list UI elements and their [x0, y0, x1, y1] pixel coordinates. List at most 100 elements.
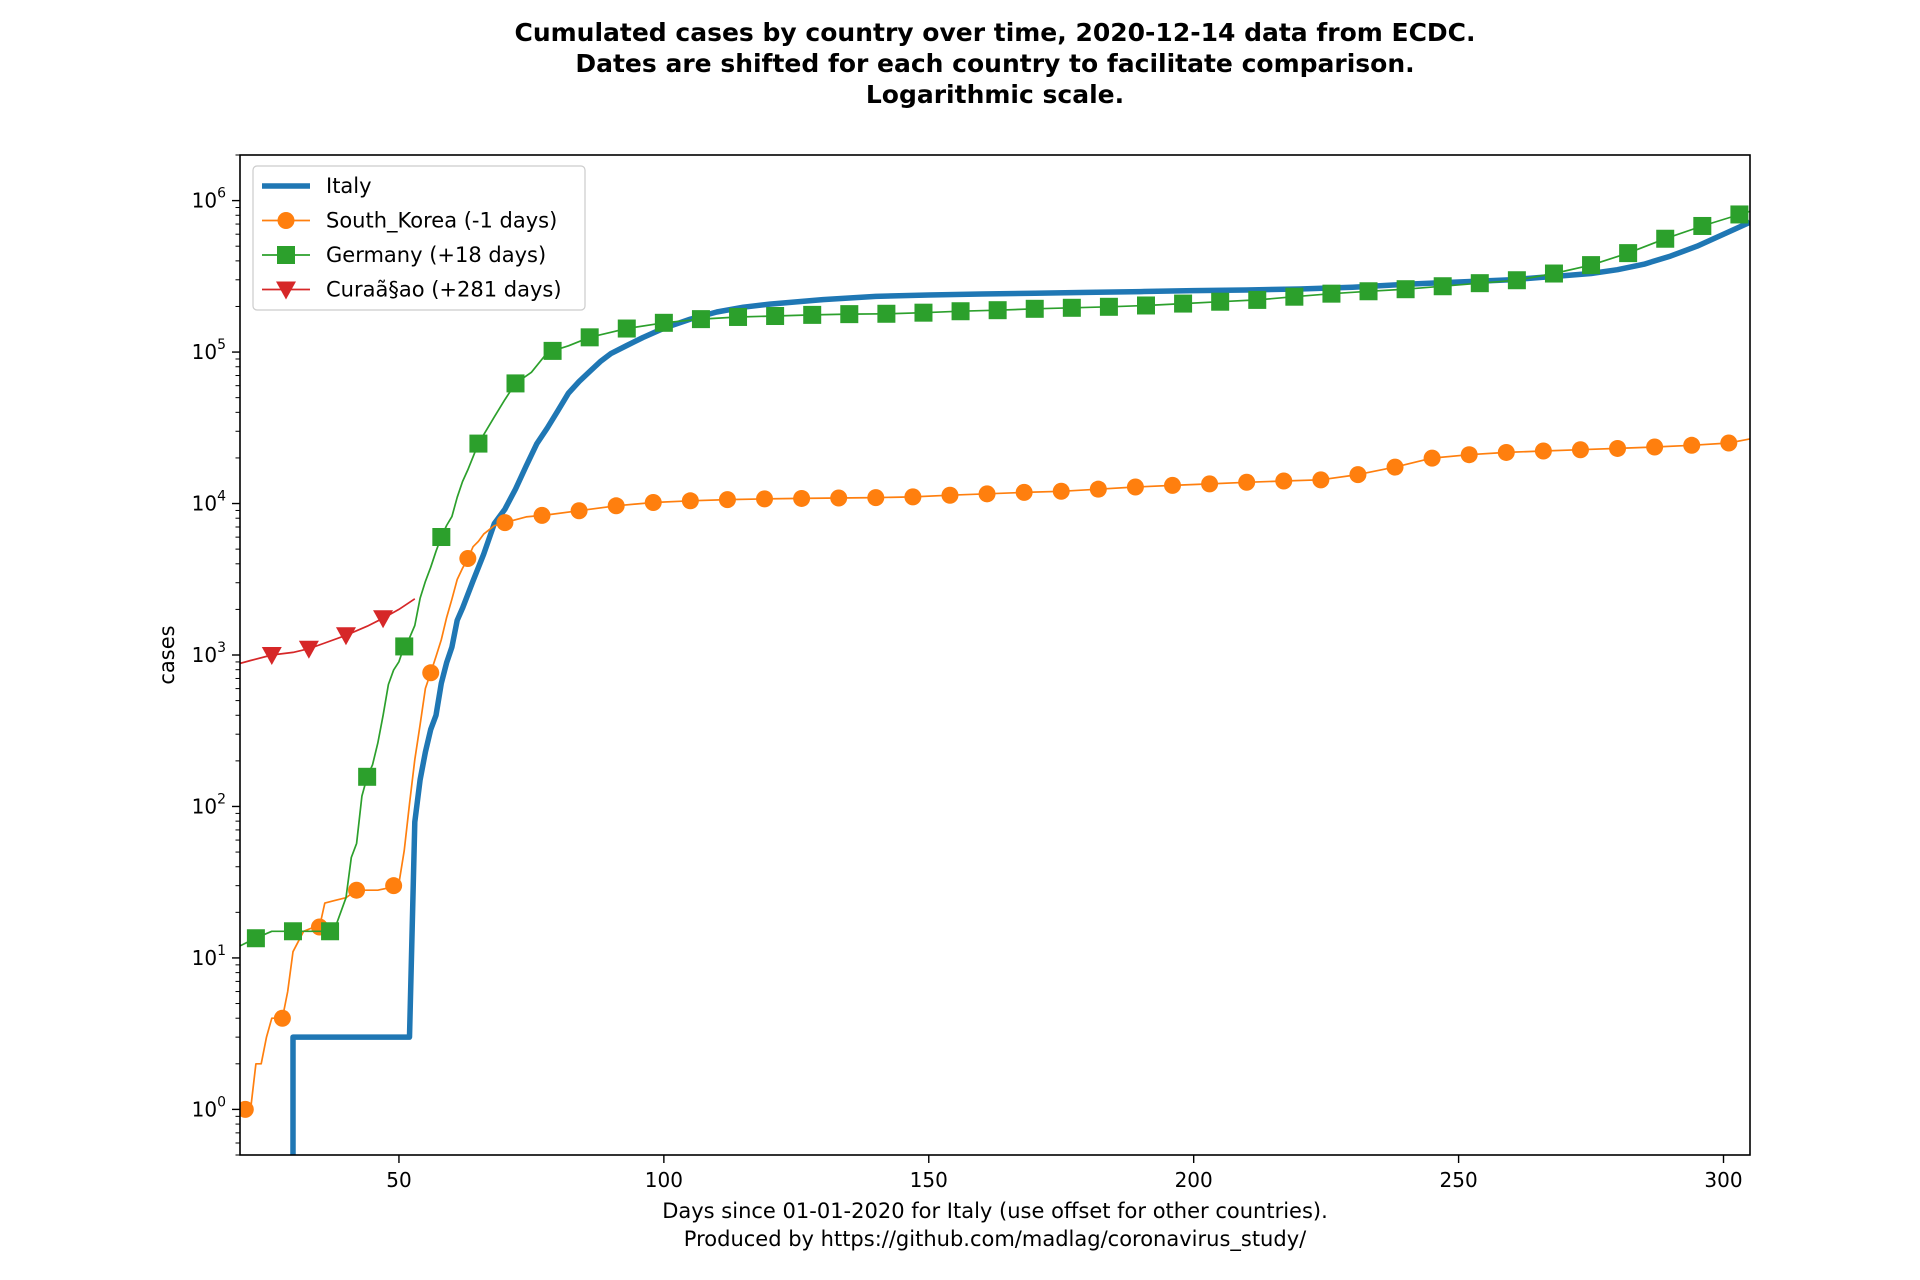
data-point [496, 514, 514, 532]
legend-item: Italy [262, 174, 372, 198]
data-point [1099, 297, 1118, 316]
data-point [877, 304, 896, 323]
data-point [1322, 284, 1341, 303]
data-point [1460, 446, 1478, 464]
data-point [273, 1009, 291, 1027]
chart-title-line: Cumulated cases by country over time, 20… [514, 18, 1475, 47]
data-point [644, 494, 662, 512]
data-point [1507, 271, 1526, 290]
data-point [1423, 449, 1441, 467]
data-point [1248, 290, 1267, 309]
data-point [1646, 438, 1664, 456]
legend-label: South_Korea (-1 days) [326, 209, 557, 234]
series-southkorea [240, 434, 1750, 1118]
chart-title-line: Logarithmic scale. [866, 80, 1124, 109]
x-tick-label: 300 [1704, 1168, 1742, 1192]
data-point [1656, 229, 1675, 248]
legend-label: Germany (+18 days) [326, 243, 546, 267]
data-point [1052, 482, 1070, 500]
data-point [718, 491, 736, 509]
series-layer [240, 205, 1750, 1155]
data-point [1062, 298, 1081, 317]
data-point [756, 490, 774, 508]
data-point [348, 881, 366, 899]
data-point [617, 319, 636, 338]
data-point [766, 307, 785, 326]
data-point [1433, 277, 1452, 296]
data-point [1163, 476, 1181, 494]
y-tick-label: 100 [192, 1094, 226, 1121]
data-point [469, 434, 488, 453]
data-point [1201, 475, 1219, 493]
chart-title: Cumulated cases by country over time, 20… [514, 18, 1475, 109]
data-point [681, 492, 699, 510]
data-point [1693, 216, 1712, 235]
data-point [432, 528, 451, 547]
legend-marker [277, 246, 295, 264]
series-line-germany [240, 210, 1750, 947]
data-point [358, 767, 377, 786]
data-point [1609, 439, 1627, 457]
data-point [607, 497, 625, 515]
data-point [373, 610, 394, 629]
data-point [803, 305, 822, 324]
legend-label: Curaã§ao (+281 days) [326, 278, 562, 302]
y-tick-label: 102 [192, 791, 226, 818]
chart-title-line: Dates are shifted for each country to fa… [575, 49, 1414, 78]
series-germany [240, 205, 1750, 948]
y-axis-label: cases [155, 625, 179, 684]
data-point [830, 489, 848, 507]
data-point [1571, 441, 1589, 459]
series-curaao [240, 598, 416, 665]
data-point [1720, 434, 1738, 452]
data-point [1683, 436, 1701, 454]
data-point [941, 486, 959, 504]
y-tick-label: 103 [192, 640, 226, 667]
data-point [1497, 443, 1515, 461]
x-axis-label-line: Days since 01-01-2020 for Italy (use off… [662, 1199, 1328, 1223]
data-point [691, 310, 710, 329]
legend: Italy South_Korea (-1 days) Germany (+18 d… [252, 165, 586, 311]
data-point [1396, 280, 1415, 299]
legend-item: Germany (+18 days) [262, 243, 546, 267]
data-point [335, 627, 356, 646]
data-point [1126, 478, 1144, 496]
y-axis: 100 101 102 103 104 105 106 [192, 154, 240, 1156]
data-point [988, 301, 1007, 320]
y-tick-label: 106 [192, 186, 226, 213]
data-point [1238, 473, 1256, 491]
data-point [1359, 282, 1378, 301]
data-point [1015, 483, 1033, 501]
data-point [1349, 466, 1367, 484]
series-line-italy [290, 219, 1750, 1155]
data-point [1730, 205, 1749, 224]
y-tick-label: 105 [192, 337, 226, 364]
series-italy [290, 219, 1750, 1155]
data-point [1386, 458, 1404, 476]
x-tick-label: 150 [910, 1168, 948, 1192]
data-point [506, 374, 525, 393]
data-point [1619, 244, 1638, 263]
series-line-southkorea [240, 438, 1750, 1111]
data-point [904, 488, 922, 506]
x-tick-label: 100 [645, 1168, 683, 1192]
data-point [1582, 256, 1601, 275]
data-point [283, 922, 302, 941]
data-point [321, 922, 340, 941]
data-point [840, 305, 859, 324]
data-point [1470, 274, 1489, 293]
data-point [1275, 472, 1293, 490]
data-point [1137, 296, 1155, 315]
x-tick-label: 200 [1175, 1168, 1213, 1192]
data-point [914, 303, 933, 322]
data-point [1089, 480, 1107, 498]
data-point [240, 1100, 254, 1118]
legend-label: Italy [326, 174, 372, 198]
data-point [1544, 264, 1563, 283]
y-tick-label: 101 [192, 943, 226, 970]
data-point [395, 637, 414, 656]
data-point [867, 489, 885, 507]
y-tick-label: 104 [192, 489, 226, 516]
data-point [1285, 287, 1304, 306]
